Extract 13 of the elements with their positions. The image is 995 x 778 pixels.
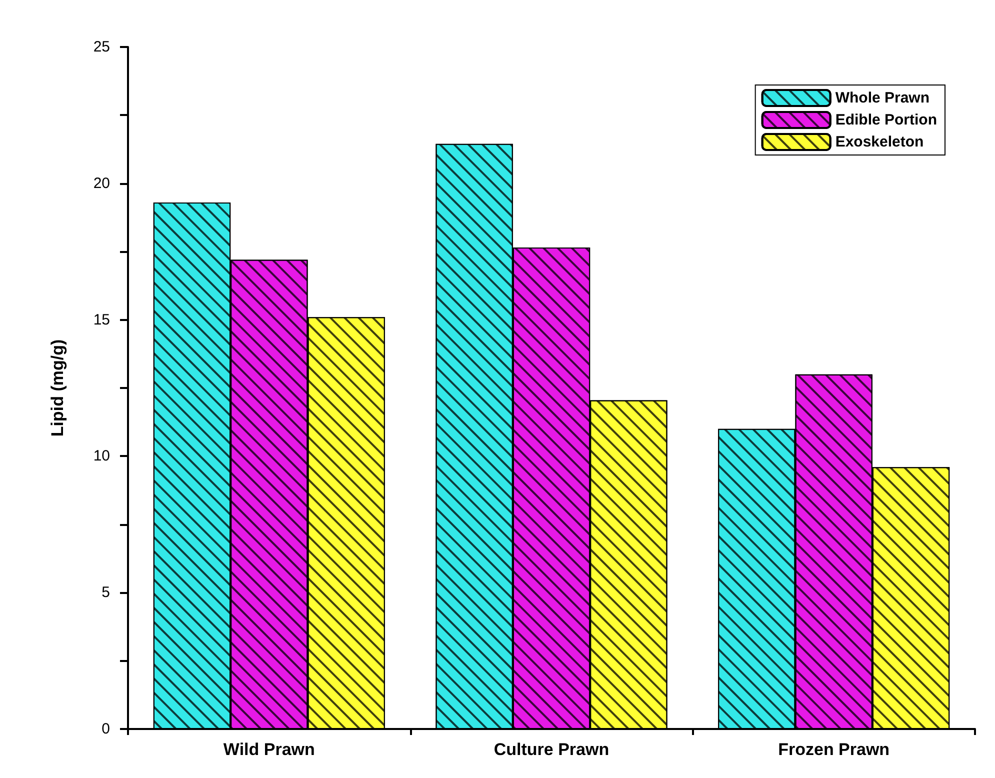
- x-tick-label: Wild Prawn: [223, 740, 315, 759]
- x-tick-label: Culture Prawn: [494, 740, 610, 759]
- x-tick-label: Frozen Prawn: [778, 740, 890, 759]
- legend-label: Exoskeleton: [835, 134, 924, 150]
- legend-label: Edible Portion: [835, 112, 938, 128]
- y-tick-label: 5: [102, 584, 110, 602]
- y-axis-title: Lipid (mg/g): [48, 339, 67, 437]
- y-tick-label: 20: [93, 174, 110, 192]
- y-tick-label: 10: [93, 448, 110, 465]
- legend-label: Whole Prawn: [835, 90, 930, 106]
- y-tick-label: 0: [102, 720, 110, 738]
- y-tick-label: 25: [93, 38, 110, 56]
- y-tick-label: 15: [93, 311, 110, 328]
